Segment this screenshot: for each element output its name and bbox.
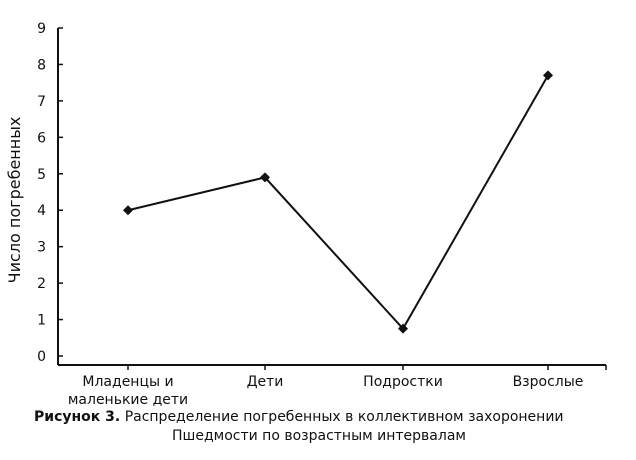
y-tick-label: 8 [37,57,46,73]
data-point-marker [260,172,270,183]
y-axis-title: Число погребенных [5,117,24,284]
x-tick-label: Младенцы и [82,374,173,390]
y-tick-label: 0 [37,349,46,365]
figure-caption: Рисунок 3. Распределение погребенных в к… [34,408,624,446]
y-tick-label: 5 [37,167,46,183]
data-point-marker [398,323,408,334]
x-tick-label: Подростки [363,374,443,390]
series-line [123,70,553,334]
series-line-path [127,74,549,331]
chart-axes [57,28,606,366]
caption-label: Рисунок 3. [34,409,121,425]
data-point-marker [123,205,133,216]
caption-line2: Пшедмости по возрастным интервалам [172,428,466,444]
y-tick-label: 3 [37,240,46,256]
x-axis-ticks: Младенцы и маленькие дети Дети Подростки Взр… [68,365,607,408]
y-tick-label: 7 [37,94,46,110]
y-tick-label: 4 [37,203,46,219]
caption-line1: Распределение погребенных в коллективном… [124,409,564,425]
y-tick-label: 6 [37,130,46,146]
y-axis-ticks: 0 1 2 3 4 5 6 7 8 9 [37,21,63,365]
data-point-marker [543,70,553,81]
y-tick-label: 1 [37,313,46,329]
x-tick-label: маленькие дети [68,392,188,408]
y-tick-label: 9 [37,21,46,37]
x-tick-label: Взрослые [513,374,584,390]
y-tick-label: 2 [37,276,46,292]
x-tick-label: Дети [247,374,284,390]
